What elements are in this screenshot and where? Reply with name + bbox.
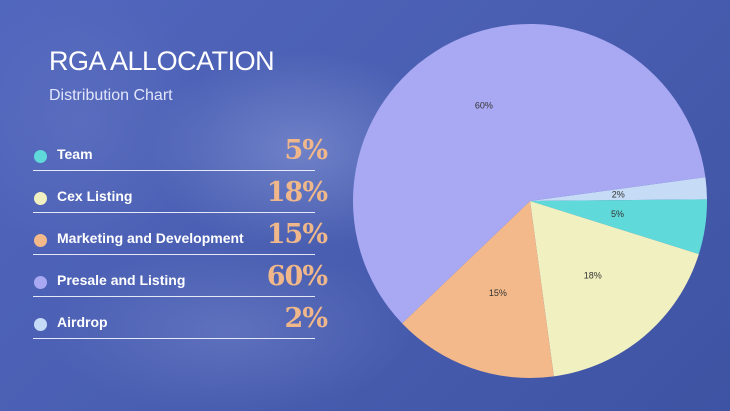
pie-label-presale-and-listing: 60% [475,100,493,110]
legend-dot-airdrop [34,318,47,331]
legend-value-cex-listing: 18% [266,177,328,208]
pie-slice-team [530,199,707,255]
legend-label-airdrop: Airdrop [57,314,108,330]
pie-slice-airdrop [530,177,707,201]
pie-slice-marketing-and-development [402,201,554,378]
pie-label-team: 5% [611,209,624,219]
legend-value-airdrop: 2% [284,303,328,334]
legend-dot-team [34,150,47,163]
legend-value-marketing: 15% [266,219,328,250]
legend-value-presale: 60% [266,261,328,292]
legend-item-team: Team 5% [33,135,328,171]
pie-slice-presale-and-listing [353,23,706,324]
legend-item-cex-listing: Cex Listing 18% [33,177,328,213]
legend-label-marketing: Marketing and Development [57,230,244,246]
legend-dot-presale [34,276,47,289]
page-subtitle: Distribution Chart [49,87,173,104]
pie-slice-cex-listing [530,201,699,377]
page-title: RGA ALLOCATION [49,46,275,76]
legend-item-airdrop: Airdrop 2% [33,303,328,339]
pie-label-airdrop: 2% [612,190,625,200]
legend-item-presale: Presale and Listing 60% [33,261,328,297]
legend-dot-cex-listing [34,192,47,205]
legend-item-marketing: Marketing and Development 15% [33,219,328,255]
pie-label-marketing-and-development: 15% [489,288,507,298]
legend-label-cex-listing: Cex Listing [57,188,133,204]
legend-value-team: 5% [284,135,328,166]
legend-label-team: Team [57,146,93,162]
legend-label-presale: Presale and Listing [57,272,186,288]
legend-dot-marketing [34,234,47,247]
pie-label-cex-listing: 18% [584,270,602,280]
